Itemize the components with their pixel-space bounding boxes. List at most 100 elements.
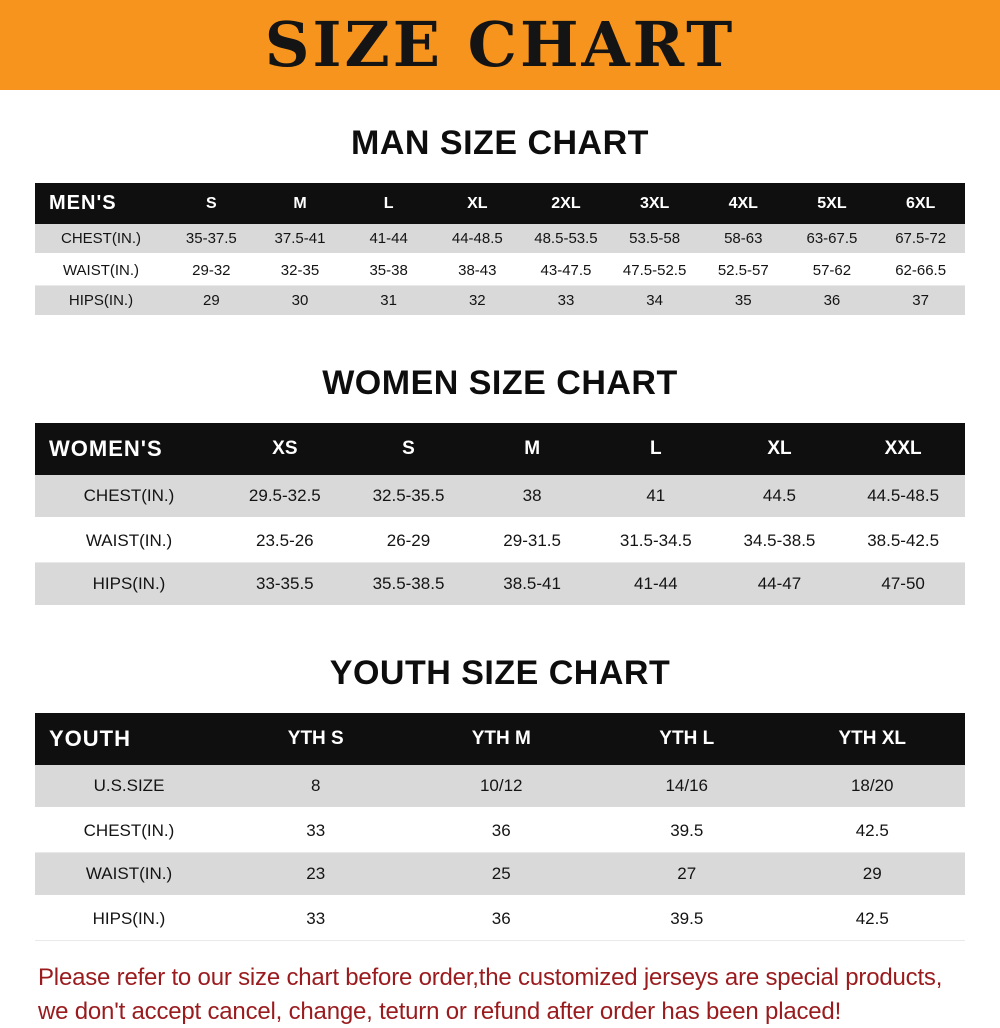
size-value: 32	[468, 292, 486, 309]
youth-section: YOUTH SIZE CHART YOUTH YTH S YTH M YTH L YTH…	[0, 654, 1000, 941]
size-value: 38-43	[458, 262, 497, 279]
size-table-header-row: MEN'S S M L XL 2XL 3XL 4XL 5XL 6XL	[35, 183, 965, 224]
men-size-table: MEN'S S M L XL 2XL 3XL 4XL 5XL 6XL CHEST(IN.) 35-37…	[35, 183, 965, 318]
size-value: 44.5	[762, 486, 796, 505]
size-table-header-row: YOUTH YTH S YTH M YTH L YTH XL	[35, 713, 965, 765]
size-value: 48.5-53.5	[534, 230, 598, 247]
size-column-header: XL	[432, 183, 522, 224]
size-value: 52.5-57	[717, 262, 769, 279]
row-label: U.S.SIZE	[93, 776, 165, 795]
size-value: 39.5	[670, 909, 704, 928]
size-value: 38	[522, 486, 542, 505]
size-value: 8	[311, 776, 321, 795]
size-column-header: YTH S	[223, 713, 409, 765]
size-value: 44.5-48.5	[867, 486, 940, 505]
size-column-header: YTH XL	[779, 713, 965, 765]
size-value: 26-29	[386, 531, 431, 550]
table-row: HIPS(IN.) 29 30 31 32 33 34 35 36 37	[35, 285, 965, 317]
size-value: 67.5-72	[895, 230, 947, 247]
table-row: WAIST(IN.) 23.5-26 26-29 29-31.5 31.5-34.5 34…	[35, 518, 965, 563]
size-column-header: YTH L	[594, 713, 780, 765]
table-corner-label: WOMEN'S	[35, 423, 223, 475]
size-column-header: XXL	[841, 423, 965, 475]
men-section-heading: MAN SIZE CHART	[351, 124, 649, 162]
women-section: WOMEN SIZE CHART WOMEN'S XS S M L XL XXL CHEST(…	[0, 364, 1000, 608]
size-value: 23.5-26	[255, 531, 314, 550]
size-value: 34	[646, 292, 663, 309]
disclaimer: Please refer to our size chart before or…	[38, 961, 1000, 1028]
table-row: CHEST(IN.) 35-37.5 37.5-41 41-44 44-48.5 48.5…	[35, 224, 965, 255]
size-value: 38.5-42.5	[867, 531, 940, 550]
size-value: 44-47	[757, 574, 802, 593]
size-value: 43-47.5	[540, 262, 592, 279]
size-value: 32-35	[280, 262, 320, 279]
size-value: 36	[491, 909, 511, 928]
size-value: 30	[291, 292, 309, 309]
size-value: 58-63	[724, 230, 763, 247]
row-label: HIPS(IN.)	[92, 574, 166, 593]
row-label: CHEST(IN.)	[61, 230, 141, 247]
size-value: 53.5-58	[629, 230, 681, 247]
size-column-header: L	[344, 183, 433, 224]
size-column-header: 5XL	[787, 183, 877, 224]
size-value: 37	[912, 292, 929, 309]
size-value: 32.5-35.5	[372, 486, 445, 505]
size-column-header: XL	[717, 423, 842, 475]
row-label: WAIST(IN.)	[85, 864, 173, 883]
women-size-table: WOMEN'S XS S M L XL XXL CHEST(IN.) 29.5-32.5 32.5…	[35, 423, 965, 608]
table-row: CHEST(IN.) 33 36 39.5 42.5	[35, 808, 965, 853]
row-label: WAIST(IN.)	[62, 262, 140, 279]
size-value: 25	[491, 864, 511, 883]
size-value: 35	[734, 292, 752, 309]
size-column-header: M	[255, 183, 345, 224]
size-value: 29	[202, 292, 220, 309]
size-value: 31.5-34.5	[619, 531, 692, 550]
table-corner-label: YOUTH	[35, 713, 223, 765]
size-value: 35-37.5	[185, 230, 237, 247]
size-value: 63-67.5	[806, 230, 858, 247]
table-row: HIPS(IN.) 33 36 39.5 42.5	[35, 896, 965, 941]
size-column-header: M	[470, 423, 594, 475]
size-value: 29.5-32.5	[248, 486, 321, 505]
size-value: 41-44	[369, 230, 408, 247]
size-value: 41	[646, 486, 666, 505]
size-value: 29-31.5	[503, 531, 561, 550]
row-label: HIPS(IN.)	[92, 909, 166, 928]
row-label: WAIST(IN.)	[85, 531, 173, 550]
size-column-header: 6XL	[876, 183, 965, 224]
size-value: 37.5-41	[274, 230, 326, 247]
size-column-header: YTH M	[408, 713, 594, 765]
size-value: 33-35.5	[255, 574, 314, 593]
size-value: 38.5-41	[503, 574, 561, 593]
size-column-header: 3XL	[610, 183, 699, 224]
size-value: 35-38	[369, 262, 408, 279]
table-corner-label: MEN'S	[35, 183, 167, 224]
size-value: 27	[677, 864, 697, 883]
size-value: 35.5-38.5	[372, 574, 445, 593]
size-value: 44-48.5	[451, 230, 503, 247]
table-row: WAIST(IN.) 29-32 32-35 35-38 38-43 43-47.5 47.…	[35, 254, 965, 286]
size-value: 29	[862, 864, 882, 883]
table-row: HIPS(IN.) 33-35.5 35.5-38.5 38.5-41 41-44 44-…	[35, 562, 965, 607]
size-column-header: 2XL	[521, 183, 611, 224]
table-row: WAIST(IN.) 23 25 27 29	[35, 852, 965, 897]
row-label: CHEST(IN.)	[83, 486, 175, 505]
row-label: CHEST(IN.)	[83, 821, 175, 840]
size-value: 29-32	[192, 262, 231, 279]
youth-size-table: YOUTH YTH S YTH M YTH L YTH XL U.S.SIZE 8 10/12…	[35, 713, 965, 941]
size-value: 33	[306, 909, 326, 928]
size-value: 18/20	[850, 776, 894, 795]
disclaimer-line-1: Please refer to our size chart before or…	[38, 964, 943, 991]
size-value: 42.5	[855, 909, 889, 928]
size-value: 57-62	[812, 262, 852, 279]
size-value: 10/12	[479, 776, 523, 795]
size-value: 33	[306, 821, 326, 840]
size-value: 36	[823, 292, 841, 309]
banner: SIZE CHART	[0, 0, 1000, 90]
page-title: SIZE CHART	[264, 8, 736, 81]
size-column-header: S	[346, 423, 471, 475]
size-value: 39.5	[670, 821, 704, 840]
women-section-heading: WOMEN SIZE CHART	[322, 364, 678, 402]
size-value: 47.5-52.5	[622, 262, 687, 279]
